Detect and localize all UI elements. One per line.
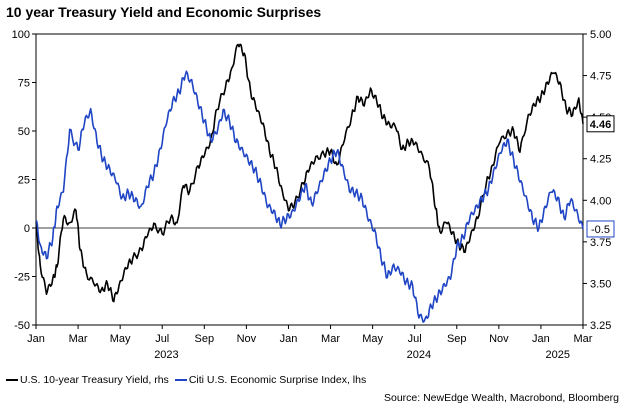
end-label-box-treasury — [586, 115, 615, 133]
plot-frame — [35, 33, 584, 326]
series-line-economic-surprise — [35, 70, 584, 323]
left-tick-label: -50 — [14, 320, 30, 332]
legend-swatch-surprise — [174, 379, 187, 382]
left-tick-label: 50 — [18, 126, 30, 138]
left-tick-label: 0 — [24, 223, 30, 235]
x-tick-label: Sep — [195, 333, 215, 345]
legend-item-surprise: Citi U.S. Economic Surprise Index, lhs — [174, 374, 367, 386]
right-tick-label: 3.50 — [590, 278, 611, 290]
legend-label-surprise: Citi U.S. Economic Surprise Index, lhs — [188, 374, 367, 386]
legend-label-treasury: U.S. 10-year Treasury Yield, rhs — [20, 374, 169, 386]
chart-title: 10 year Treasury Yield and Economic Surp… — [6, 4, 322, 20]
x-tick-label: May — [110, 333, 131, 345]
x-tick-label: Jan — [27, 333, 45, 345]
x-tick-label: Jan — [280, 333, 298, 345]
left-tick-label: -25 — [14, 272, 30, 284]
left-tick-label: 25 — [18, 175, 30, 187]
right-tick-label: 3.75 — [590, 237, 611, 249]
chart-canvas: 1007550250-25-505.004.754.504.254.003.75… — [12, 29, 615, 361]
x-tick-label: May — [362, 333, 383, 345]
x-tick-label: Nov — [237, 333, 257, 345]
axes: 1007550250-25-505.004.754.504.254.003.75… — [12, 29, 612, 361]
right-tick-label: 3.25 — [590, 320, 611, 332]
right-tick-label: 4.00 — [590, 195, 611, 207]
year-label: 2025 — [546, 349, 570, 361]
x-tick-label: Jul — [408, 333, 422, 345]
x-tick-label: Jul — [155, 333, 169, 345]
x-tick-label: Mar — [574, 333, 593, 345]
end-labels: 4.46 -0.5 — [586, 115, 615, 238]
right-tick-label: 4.75 — [590, 71, 611, 83]
x-tick-label: Jan — [532, 333, 550, 345]
right-tick-label: 4.25 — [590, 154, 611, 166]
end-label-surprise: -0.5 — [591, 224, 610, 236]
end-label-treasury: 4.46 — [590, 119, 611, 131]
end-label-box-surprise — [586, 220, 615, 238]
series-line-treasury-yield — [35, 43, 584, 303]
x-tick-label: Nov — [489, 333, 509, 345]
legend: U.S. 10-year Treasury Yield, rhs Citi U.… — [6, 374, 366, 386]
series-group — [35, 43, 584, 323]
legend-swatch-treasury — [6, 379, 18, 382]
source-note: Source: NewEdge Wealth, Macrobond, Bloom… — [383, 392, 619, 404]
x-tick-label: Sep — [447, 333, 467, 345]
left-tick-label: 75 — [18, 78, 30, 90]
x-tick-label: Mar — [69, 333, 88, 345]
legend-item-treasury: U.S. 10-year Treasury Yield, rhs — [6, 374, 169, 386]
left-tick-label: 100 — [12, 29, 30, 41]
year-label: 2023 — [154, 349, 178, 361]
year-label: 2024 — [407, 349, 431, 361]
right-tick-label: 5.00 — [590, 29, 611, 41]
x-tick-label: Mar — [321, 333, 340, 345]
